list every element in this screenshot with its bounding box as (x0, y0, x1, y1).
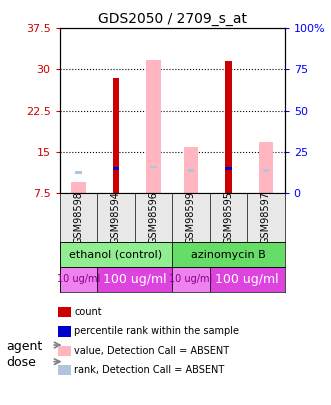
Bar (262, 169, 269, 172)
FancyBboxPatch shape (97, 267, 172, 292)
FancyBboxPatch shape (60, 242, 172, 267)
Text: 100 ug/ml: 100 ug/ml (215, 273, 279, 286)
Text: GSM98599: GSM98599 (186, 191, 196, 244)
Bar (146, 60, 161, 193)
Bar (75, 171, 82, 174)
Text: azinomycin B: azinomycin B (191, 249, 266, 260)
Bar (150, 166, 157, 168)
Text: 10 ug/ml: 10 ug/ml (57, 274, 100, 284)
Bar (113, 78, 119, 193)
Bar (188, 169, 194, 172)
Text: GSM98598: GSM98598 (73, 191, 83, 244)
Text: agent: agent (7, 340, 43, 353)
Bar (184, 147, 198, 193)
Text: count: count (74, 307, 102, 317)
Text: value, Detection Call = ABSENT: value, Detection Call = ABSENT (74, 346, 230, 356)
Text: GSM98596: GSM98596 (148, 191, 158, 244)
Text: 10 ug/ml: 10 ug/ml (169, 274, 213, 284)
Text: GSM98597: GSM98597 (261, 191, 271, 244)
Bar (225, 167, 232, 170)
Bar (71, 182, 85, 193)
Text: rank, Detection Call = ABSENT: rank, Detection Call = ABSENT (74, 365, 225, 375)
FancyBboxPatch shape (172, 267, 210, 292)
FancyBboxPatch shape (172, 242, 285, 267)
Title: GDS2050 / 2709_s_at: GDS2050 / 2709_s_at (98, 12, 247, 26)
FancyBboxPatch shape (210, 267, 285, 292)
Bar (259, 142, 273, 193)
Text: GSM98595: GSM98595 (223, 191, 233, 244)
FancyBboxPatch shape (60, 267, 97, 292)
Bar (113, 167, 119, 170)
Text: 100 ug/ml: 100 ug/ml (103, 273, 166, 286)
Text: dose: dose (7, 356, 36, 369)
Text: GSM98594: GSM98594 (111, 191, 121, 244)
Text: ethanol (control): ethanol (control) (69, 249, 163, 260)
Bar (225, 61, 232, 193)
Text: percentile rank within the sample: percentile rank within the sample (74, 326, 239, 336)
